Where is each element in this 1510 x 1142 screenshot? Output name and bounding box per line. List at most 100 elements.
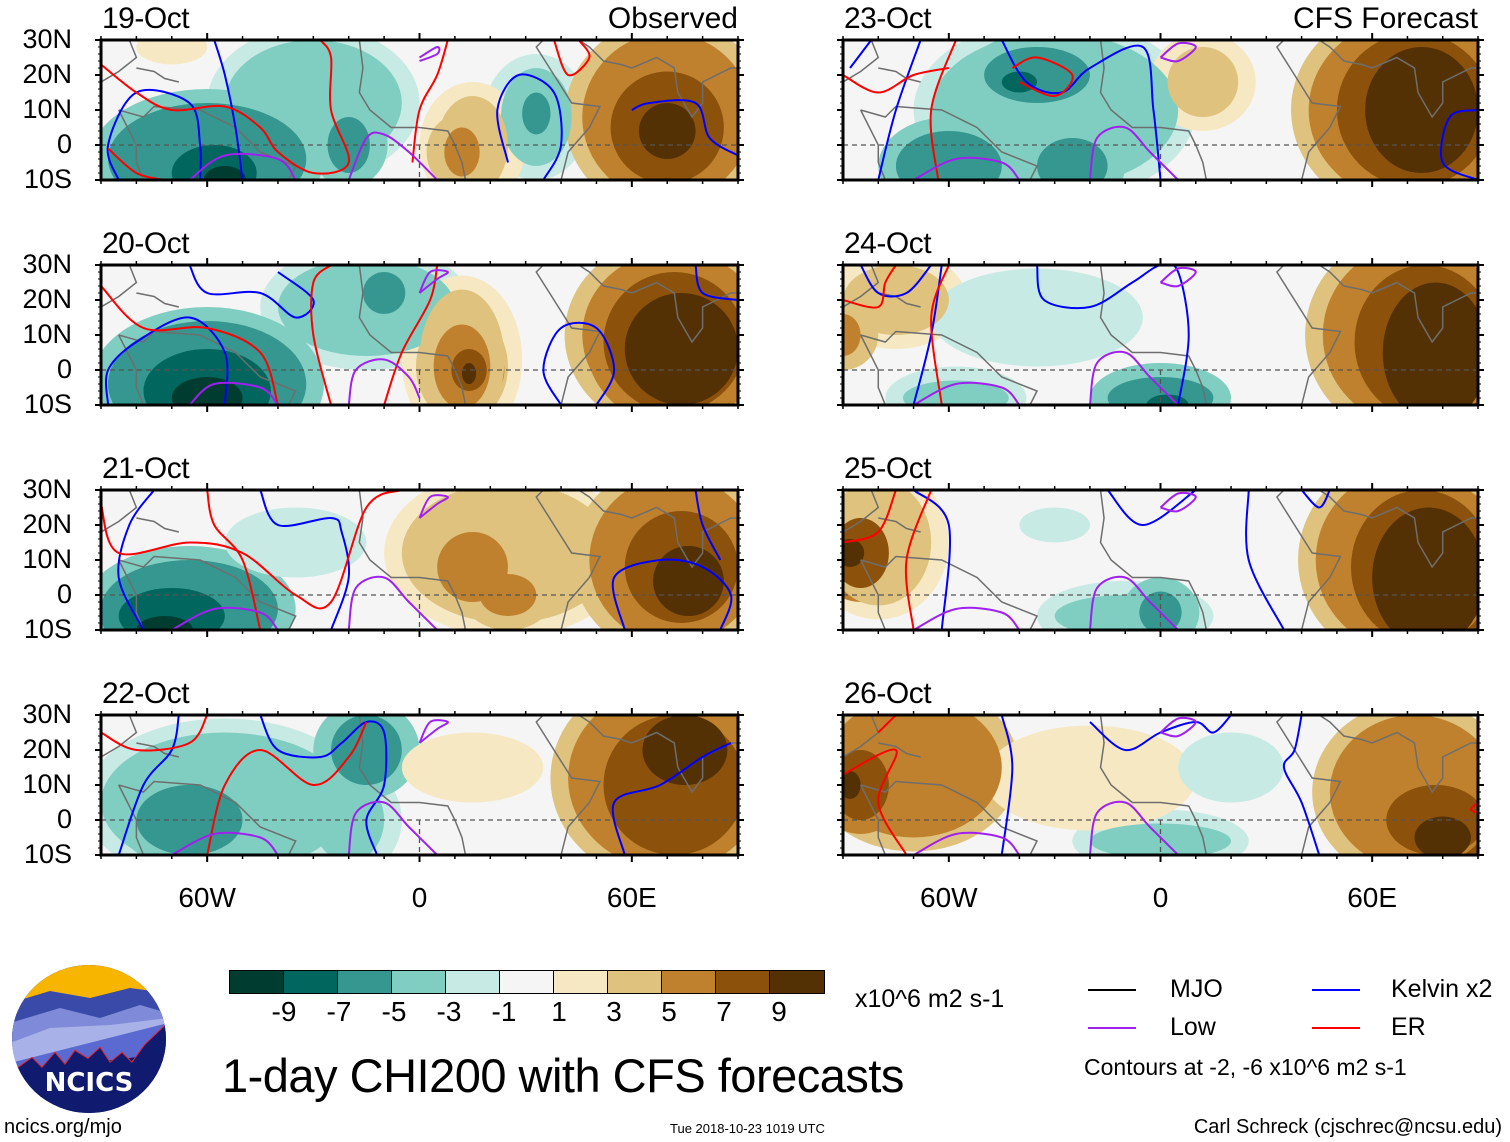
coastline xyxy=(118,334,145,405)
coastline xyxy=(878,292,921,308)
shading-blob xyxy=(401,732,544,803)
x-tick-label: 60W xyxy=(920,882,978,913)
x-tick-label: 60W xyxy=(178,882,236,913)
observed-header: Observed xyxy=(607,2,738,35)
contour-kelvin-x2 xyxy=(1300,490,1331,509)
contour-kelvin-x2 xyxy=(259,490,351,630)
coastline xyxy=(859,334,887,405)
contour-low xyxy=(347,800,438,855)
contour-low xyxy=(171,606,279,630)
contour-kelvin-x2 xyxy=(611,742,732,855)
shading-blob xyxy=(984,47,1090,103)
contour-low xyxy=(171,831,279,855)
y-tick-label: 20N xyxy=(22,509,72,539)
contour-er xyxy=(929,40,957,180)
contour-low xyxy=(1088,350,1179,405)
contour-low xyxy=(418,494,449,519)
author-credit: Carl Schreck (cjschrec@ncsu.edu) xyxy=(1193,1116,1502,1138)
panel-date-label: 21-Oct xyxy=(102,452,190,485)
y-tick-label: 10N xyxy=(22,769,72,799)
coastline xyxy=(136,67,180,83)
contour-kelvin-x2 xyxy=(1000,40,1162,180)
shading-blob xyxy=(653,546,724,616)
y-tick-label: 0 xyxy=(56,354,72,384)
coastline xyxy=(1275,40,1342,180)
contour-kelvin-x2 xyxy=(259,715,388,855)
coastline xyxy=(535,715,602,855)
contour-er xyxy=(843,748,908,855)
colorbar-tick-label: -5 xyxy=(381,996,407,1027)
colorbar-swatch xyxy=(446,971,500,993)
timestamp: Tue 2018-10-23 1019 UTC xyxy=(670,1121,825,1136)
coastline xyxy=(878,67,921,83)
shading-blob xyxy=(1382,282,1478,405)
coastline xyxy=(578,490,738,569)
colorbar-tick-label: 1 xyxy=(551,996,567,1027)
contour-kelvin-x2 xyxy=(106,88,202,180)
site-link[interactable]: ncics.org/mjo xyxy=(4,1116,122,1138)
contour-note: Contours at -2, -6 x10^6 m2 s-1 xyxy=(1084,1054,1407,1080)
shading-blob xyxy=(902,380,1009,405)
shading-blob xyxy=(522,92,551,135)
coastline xyxy=(1318,40,1478,119)
y-tick-label: 20N xyxy=(22,59,72,89)
contour-kelvin-x2 xyxy=(631,99,738,157)
contour-low xyxy=(1088,800,1179,855)
colorbar-swatch xyxy=(500,971,554,993)
map-panel-20-Oct xyxy=(95,258,744,412)
contour-kelvin-x2 xyxy=(496,73,563,180)
contour-low xyxy=(913,156,1021,180)
shading-blob xyxy=(203,166,247,180)
legend-swatch-low xyxy=(1088,1027,1136,1029)
coastline xyxy=(118,109,145,180)
map-panel-23-Oct xyxy=(837,33,1484,187)
contour-low xyxy=(347,131,438,180)
coastline xyxy=(118,780,297,855)
coastline xyxy=(118,330,297,405)
shading-blob xyxy=(362,272,406,314)
x-tick-label: 0 xyxy=(411,882,428,913)
map-panel-26-Oct xyxy=(837,708,1484,862)
shading-blob xyxy=(444,127,480,177)
contour-kelvin-x2 xyxy=(912,490,952,630)
coastline xyxy=(136,292,180,308)
colorbar-tick-label: -7 xyxy=(326,996,352,1027)
shading-blob xyxy=(843,715,1002,838)
coastline xyxy=(118,105,297,180)
contour-low xyxy=(347,358,421,405)
coastline xyxy=(859,559,887,630)
colorbar-swatch xyxy=(230,971,284,993)
contour-kelvin-x2 xyxy=(1000,715,1014,855)
panel-date-label: 24-Oct xyxy=(844,227,932,260)
contour-kelvin-x2 xyxy=(542,321,616,405)
coastline xyxy=(859,784,887,855)
y-tick-label: 20N xyxy=(22,284,72,314)
coastline xyxy=(843,715,880,758)
contour-er xyxy=(101,490,403,610)
contour-kelvin-x2 xyxy=(1282,715,1321,855)
coastline xyxy=(101,265,138,308)
coastline xyxy=(860,330,1039,405)
contour-er xyxy=(411,40,449,163)
shading-blob xyxy=(136,40,208,65)
contour-low xyxy=(418,45,441,62)
contour-low xyxy=(347,575,438,630)
coastline xyxy=(578,265,738,344)
panel-date-label: 26-Oct xyxy=(844,677,932,710)
coastline xyxy=(1318,265,1478,344)
shading-blob xyxy=(461,363,477,384)
map-panel-24-Oct xyxy=(837,258,1484,412)
legend-label-low: Low xyxy=(1170,1013,1216,1041)
colorbar-units: x10^6 m2 s-1 xyxy=(855,985,1005,1013)
shading-blob xyxy=(931,268,1143,367)
coastline xyxy=(1099,265,1208,405)
coastline xyxy=(101,715,138,758)
shading-blob xyxy=(118,588,225,630)
coastline xyxy=(1275,715,1342,855)
colorbar-swatch xyxy=(662,971,716,993)
shading-blob xyxy=(895,131,1002,180)
coastline xyxy=(535,265,602,405)
colorbar-tick-label: 9 xyxy=(771,996,787,1027)
colorbar-swatch xyxy=(770,971,824,993)
